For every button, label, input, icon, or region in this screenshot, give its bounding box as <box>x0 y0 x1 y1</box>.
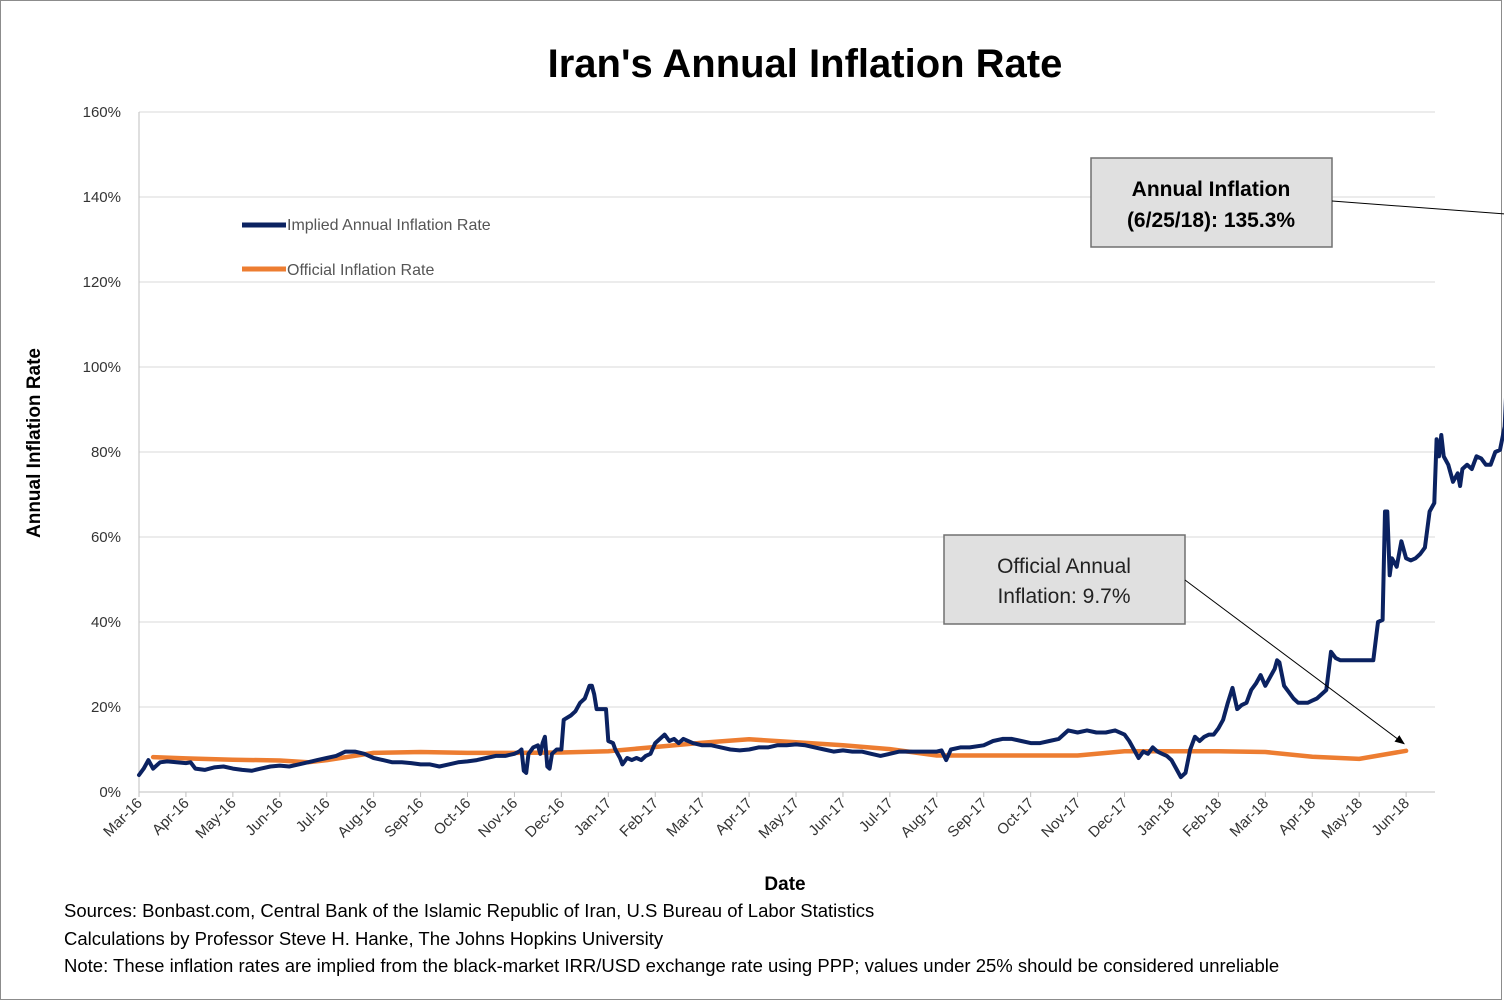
x-tick-label: Sep-17 <box>944 795 990 841</box>
x-tick-label: Aug-17 <box>897 795 943 841</box>
annotation-implied-box <box>1090 157 1333 248</box>
x-tick-label: Oct-16 <box>430 795 474 839</box>
x-tick-label: May-16 <box>192 795 239 842</box>
x-tick-label: Aug-16 <box>334 795 380 841</box>
y-axis-ticks: 0% 20% 40% 60% 80% 100% 120% 140% 160% <box>83 104 121 801</box>
y-tick-label: 0% <box>99 784 121 801</box>
series-layer <box>137 397 1504 780</box>
y-tick-label: 40% <box>91 614 121 631</box>
x-tick-label: Nov-16 <box>475 795 521 841</box>
x-tick-label: Feb-17 <box>616 795 662 841</box>
annotation-official-box <box>943 534 1186 625</box>
x-tick-label: Jul-16 <box>293 795 334 836</box>
arrow-official <box>1184 579 1405 745</box>
y-axis-title: Annual Inflation Rate <box>24 348 45 538</box>
y-tick-label: 120% <box>83 274 121 291</box>
legend-label-implied: Implied Annual Inflation Rate <box>287 217 491 234</box>
x-tick-label: Dec-16 <box>522 795 568 841</box>
note-calculations: Calculations by Professor Steve H. Hanke… <box>64 927 664 949</box>
x-tick-label: Jan-17 <box>571 795 615 839</box>
x-tick-label: Sep-16 <box>381 795 427 841</box>
x-tick-label: Jun-17 <box>805 795 849 839</box>
x-tick-label: Jun-18 <box>1368 795 1412 839</box>
annotation-implied: Annual Inflation (6/25/18): 135.3% <box>1090 157 1333 248</box>
footnotes: Sources: Bonbast.com, Central Bank of th… <box>64 897 1484 980</box>
y-tick-label: 160% <box>83 104 121 121</box>
annotation-implied-line1: Annual Inflation <box>1132 178 1291 201</box>
chart-title: Iran's Annual Inflation Rate <box>548 42 1063 86</box>
x-tick-label: May-17 <box>755 795 802 842</box>
x-tick-label: Nov-17 <box>1038 795 1084 841</box>
annotation-official: Official Annual Inflation: 9.7% <box>943 534 1186 625</box>
y-tick-label: 60% <box>91 529 121 546</box>
x-tick-label: Mar-18 <box>1227 795 1273 841</box>
x-axis-title: Date <box>764 874 805 895</box>
y-tick-label: 100% <box>83 359 121 376</box>
legend-label-official: Official Inflation Rate <box>287 262 434 279</box>
annotation-implied-line2: (6/25/18): 135.3% <box>1127 209 1295 232</box>
series-line-implied <box>137 397 1504 780</box>
x-tick-label: Apr-17 <box>712 795 756 839</box>
note-sources: Sources: Bonbast.com, Central Bank of th… <box>64 900 875 921</box>
x-tick-label: Oct-17 <box>994 795 1038 839</box>
annotation-arrows <box>1184 200 1504 745</box>
x-tick-label: Dec-17 <box>1085 795 1131 841</box>
series-line-official <box>150 737 1409 765</box>
y-tick-label: 140% <box>83 189 121 206</box>
y-tick-label: 20% <box>91 699 121 716</box>
x-tick-label: Apr-16 <box>149 795 193 839</box>
x-tick-label: Jan-18 <box>1134 795 1178 839</box>
x-tick-label: Mar-17 <box>663 795 709 841</box>
gridlines <box>138 111 1435 793</box>
annotation-official-line1: Official Annual <box>997 555 1131 578</box>
y-tick-label: 80% <box>91 444 121 461</box>
note-disclaimer: Note: These inflation rates are implied … <box>64 955 1280 976</box>
x-axis-ticks: Mar-16 Apr-16 May-16 Jun-16 Jul-16 Aug-16 Sep-… <box>100 792 1413 842</box>
x-tick-label: Feb-18 <box>1180 795 1226 841</box>
x-tick-label: Mar-16 <box>100 795 146 841</box>
annotation-official-line2: Inflation: 9.7% <box>997 585 1130 608</box>
arrow-implied <box>1331 200 1504 215</box>
x-tick-label: Jun-16 <box>242 795 286 839</box>
x-tick-label: Jul-17 <box>856 795 897 836</box>
legend: Implied Annual Inflation Rate Official I… <box>242 217 491 279</box>
x-tick-label: Apr-18 <box>1275 795 1319 839</box>
x-tick-label: May-18 <box>1319 795 1366 842</box>
